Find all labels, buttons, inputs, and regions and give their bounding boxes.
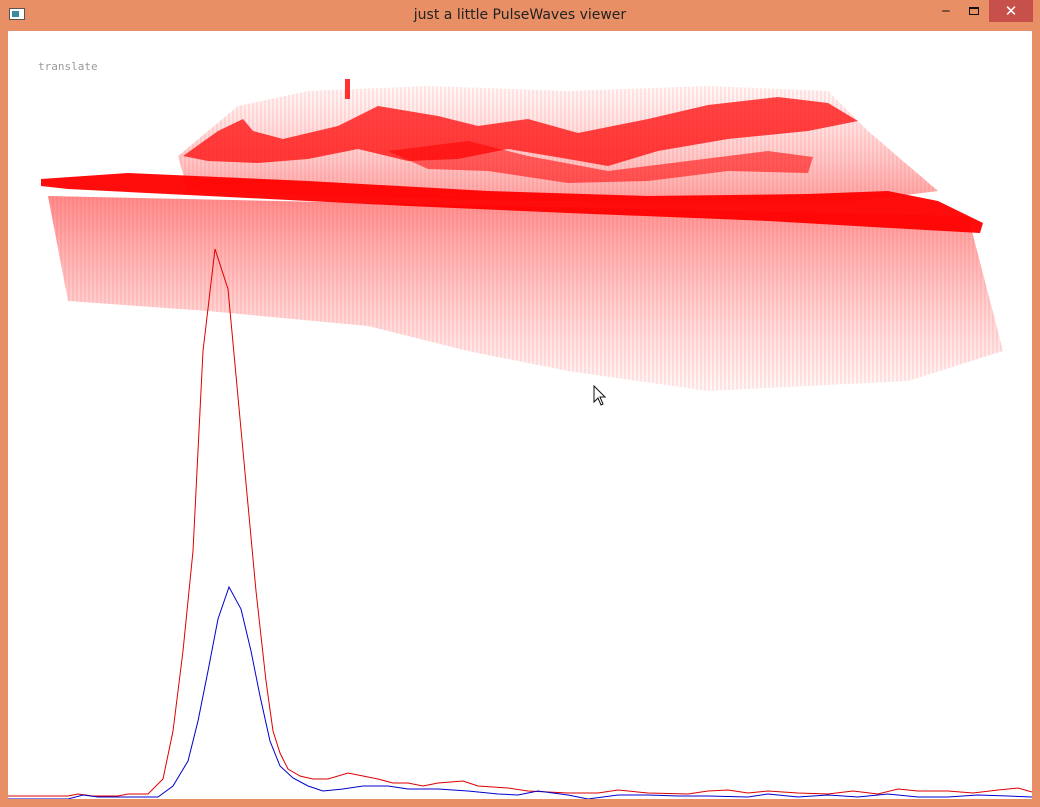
close-button[interactable]: ✕ — [989, 0, 1033, 22]
title-bar[interactable]: just a little PulseWaves viewer ‒ ✕ — [0, 0, 1040, 31]
mouse-cursor-icon — [593, 384, 607, 406]
surface-spike — [345, 79, 350, 99]
pulse-haze-lower-stripes — [48, 196, 1003, 391]
window-title: just a little PulseWaves viewer — [413, 7, 627, 23]
minimize-button[interactable]: ‒ — [941, 3, 951, 19]
app-icon[interactable] — [9, 8, 25, 20]
pulse-surface — [41, 79, 983, 233]
surface-band-upper — [183, 97, 858, 166]
maximize-icon — [969, 7, 979, 15]
visualization-svg — [8, 79, 1032, 799]
returning-waveform — [8, 585, 1032, 799]
maximize-button[interactable] — [960, 0, 988, 22]
surface-band-ridge — [388, 141, 813, 183]
surface-band-main — [41, 173, 983, 233]
mode-label: translate — [38, 60, 98, 73]
outgoing-waveform — [8, 248, 1032, 797]
viewer-canvas[interactable]: translate — [8, 31, 1032, 799]
